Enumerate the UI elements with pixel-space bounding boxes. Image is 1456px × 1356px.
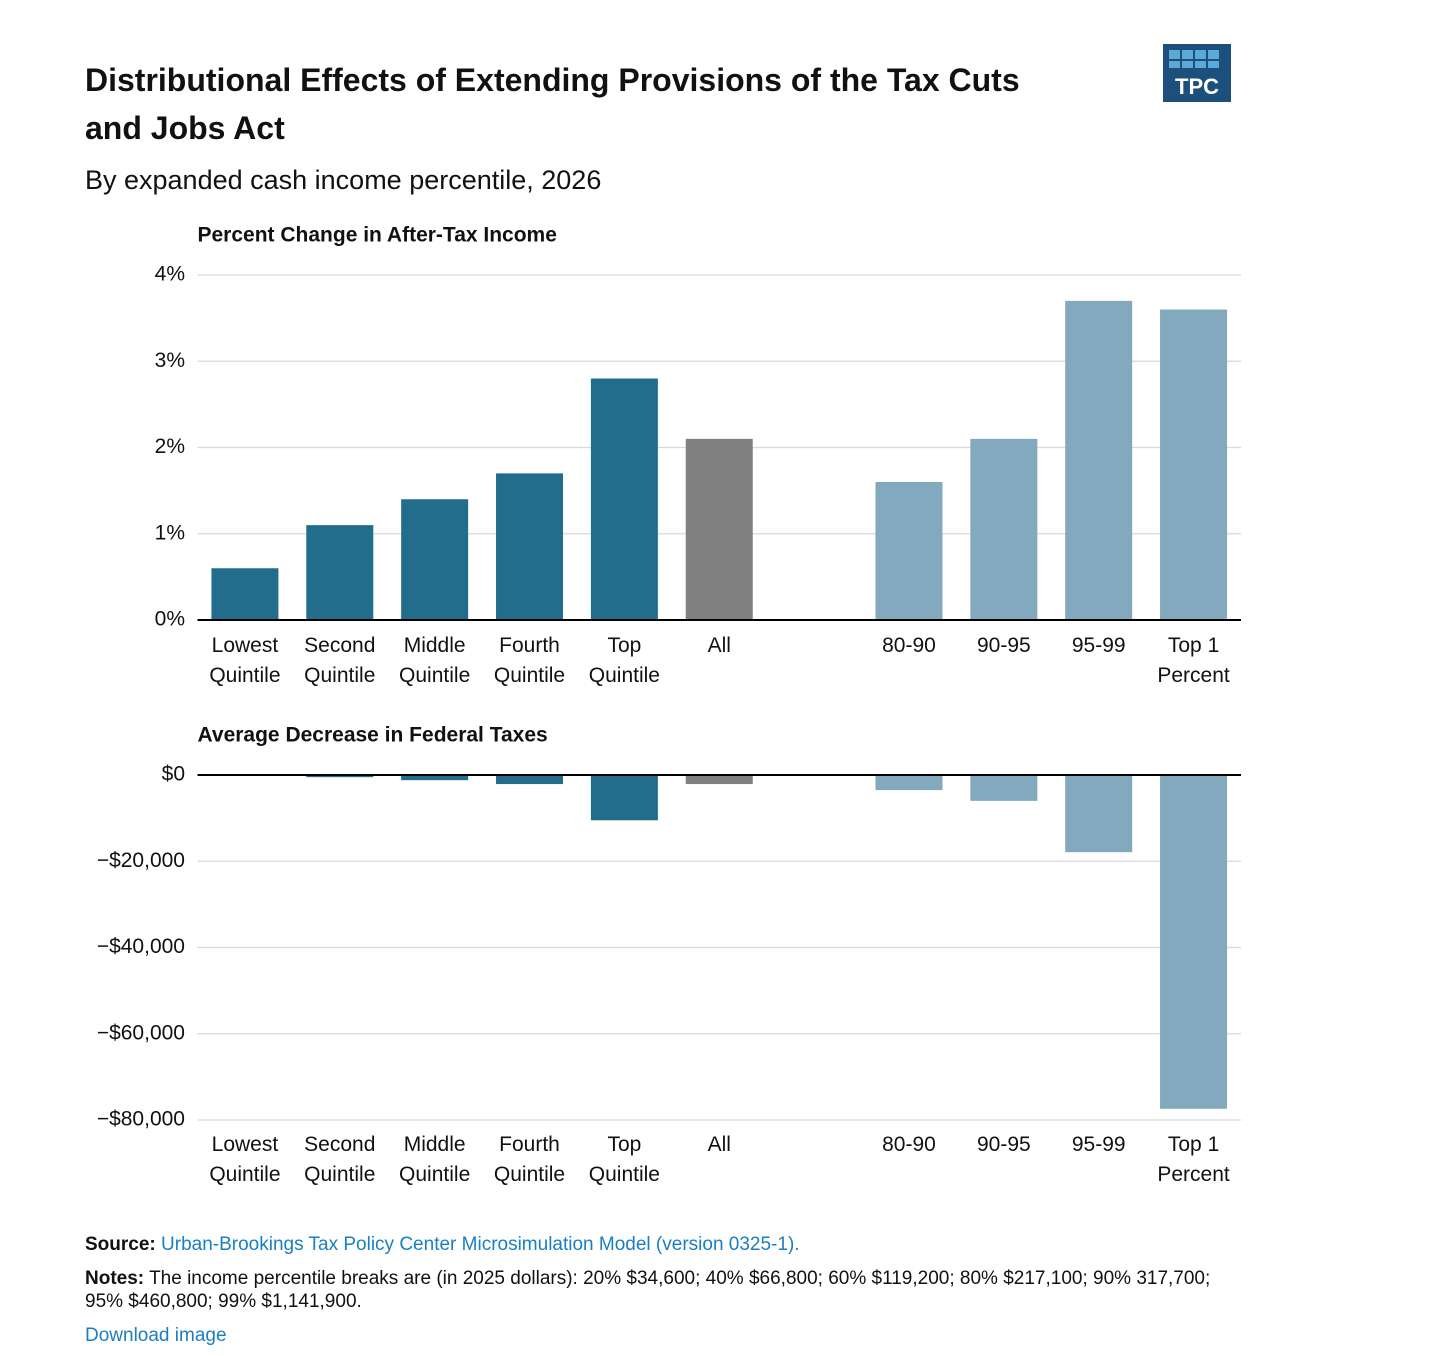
bar (401, 499, 469, 620)
bar (211, 568, 279, 620)
download-link[interactable]: Download image (85, 1325, 227, 1346)
title: Distributional Effects of Extending Prov… (85, 62, 1020, 146)
y-tick-label: 4% (155, 263, 185, 286)
bar (306, 525, 374, 620)
x-tick-label: Top 1 Percent (1157, 634, 1230, 687)
bar (1065, 300, 1133, 620)
x-tick-label: Top Quintile (588, 634, 660, 687)
x-tick-label: Second Quintile (304, 1133, 376, 1186)
bar (685, 775, 753, 785)
x-tick-label: 80-90 (882, 634, 936, 657)
x-tick-label: 80-90 (882, 1133, 936, 1156)
x-tick-label: Middle Quintile (399, 634, 471, 687)
y-tick-label: −$60,000 (97, 1021, 185, 1044)
x-tick-label: 95-99 (1071, 1133, 1126, 1156)
logo-grid (1169, 50, 1219, 68)
notes: Notes: The income percentile breaks are … (85, 1267, 1225, 1313)
panel-title: Percent Change in After-Tax Income (198, 224, 557, 247)
y-tick-label: −$40,000 (97, 935, 185, 958)
x-tick-label: Fourth Quintile (493, 634, 566, 687)
bar (590, 378, 658, 620)
x-tick-label: Top Quintile (588, 1133, 660, 1186)
notes-label: Notes: (85, 1268, 145, 1289)
bar (401, 775, 469, 781)
bar (496, 473, 564, 620)
y-tick-label: 0% (155, 608, 185, 631)
source-label: Source: (85, 1234, 156, 1255)
notes-text: The income percentile breaks are (in 202… (85, 1268, 1211, 1312)
x-tick-label: Middle Quintile (399, 1133, 471, 1186)
y-tick-label: 3% (155, 349, 185, 372)
x-tick-label: Second Quintile (304, 634, 376, 687)
x-tick-label: Top 1 Percent (1157, 1133, 1230, 1186)
bar (1065, 775, 1133, 853)
bar (875, 775, 943, 791)
bar (970, 438, 1038, 620)
subtitle: By expanded cash income percentile, 2026 (85, 165, 602, 195)
x-tick-label: Lowest Quintile (209, 1133, 281, 1186)
bar (1160, 309, 1228, 620)
logo-text: TPC (1175, 74, 1219, 99)
bar (306, 775, 374, 778)
y-tick-label: −$20,000 (97, 849, 185, 872)
x-tick-label: All (707, 1133, 731, 1156)
x-tick-label: All (707, 634, 731, 657)
bar (1160, 775, 1228, 1109)
x-tick-label: 90-95 (976, 1133, 1031, 1156)
bar (970, 775, 1038, 801)
bar (496, 775, 564, 785)
bar (875, 482, 943, 620)
panel-title: Average Decrease in Federal Taxes (198, 724, 548, 747)
bar (590, 775, 658, 821)
y-tick-label: −$80,000 (97, 1108, 185, 1131)
x-tick-label: 95-99 (1071, 634, 1126, 657)
y-tick-label: $0 (162, 763, 185, 786)
x-tick-label: 90-95 (976, 634, 1031, 657)
x-tick-label: Lowest Quintile (209, 634, 281, 687)
bar (685, 438, 753, 620)
source-text[interactable]: Urban-Brookings Tax Policy Center Micros… (161, 1234, 800, 1255)
y-tick-label: 1% (155, 521, 185, 544)
y-tick-label: 2% (155, 435, 185, 458)
source: Source: Urban-Brookings Tax Policy Cente… (85, 1233, 800, 1256)
x-tick-label: Fourth Quintile (493, 1133, 566, 1186)
